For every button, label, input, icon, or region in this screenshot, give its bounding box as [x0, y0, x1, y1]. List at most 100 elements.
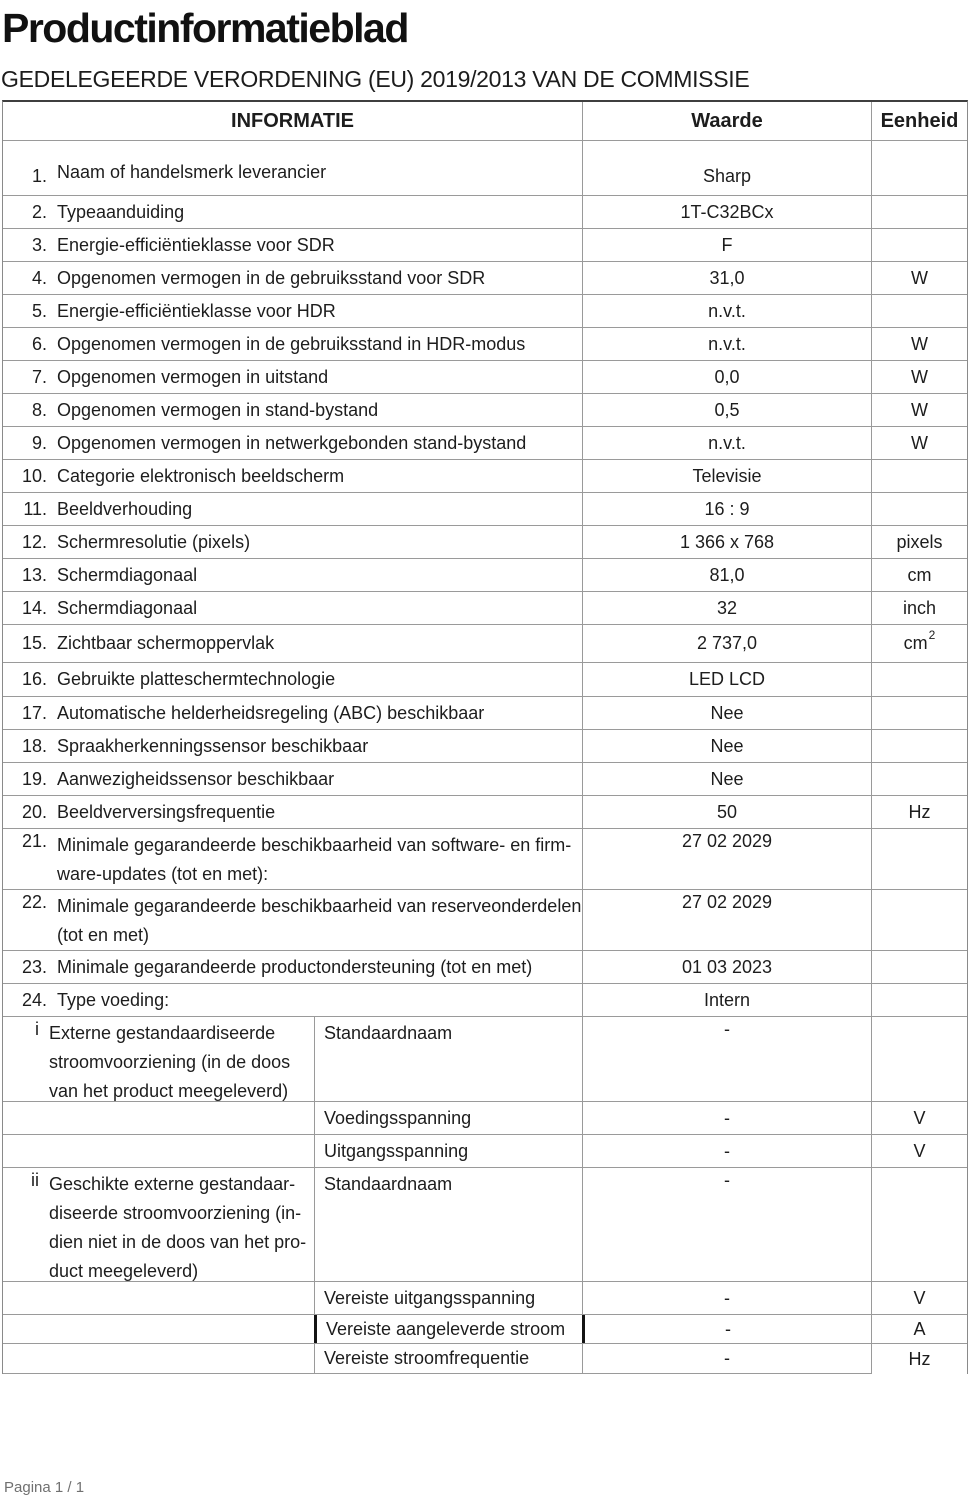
- row-label-cell: 7. Opgenomen vermogen in uitstand: [3, 361, 582, 393]
- table-row: 18. Spraakherkenningssensor beschikbaar Ne…: [3, 730, 967, 763]
- row-unit: V: [913, 1287, 926, 1308]
- row-value-cell: n.v.t.: [582, 328, 871, 360]
- row-label: Gebruikte platteschermtechnologie: [57, 669, 336, 689]
- row-label-cell: 20. Beeldverversingsfrequentie: [3, 796, 582, 828]
- row-value-cell: -: [582, 1282, 871, 1314]
- row-subname: Uitgangsspanning: [324, 1140, 469, 1161]
- row-value: Intern: [703, 989, 751, 1010]
- row-label: Opgenomen vermogen in de gebruiksstand i…: [57, 333, 526, 354]
- row-label-cell: 23. Minimale gegarandeerde productonderst…: [3, 951, 582, 983]
- table-row: Vereiste uitgangsspanning - V: [3, 1282, 967, 1315]
- table-row: 13. Schermdiagonaal 81,0 cm: [3, 559, 967, 592]
- row-label-cell: 16. Gebruikte platteschermtechnologie: [3, 663, 582, 696]
- row-value: Nee: [710, 735, 744, 756]
- row-unit-cell: Hz: [871, 796, 967, 828]
- row-subname-cell: Vereiste uitgangsspanning: [314, 1282, 582, 1314]
- row-value-cell: -: [582, 1168, 871, 1281]
- row-number: 2.: [31, 201, 47, 222]
- row-number: 8.: [31, 399, 47, 420]
- row-value-cell: n.v.t.: [582, 295, 871, 327]
- row-unit: W: [911, 366, 928, 387]
- row-number: 23.: [21, 956, 47, 977]
- table-row: 24. Type voeding: Intern: [3, 984, 967, 1017]
- row-unit-cell: W: [871, 361, 967, 393]
- table-row: Voedingsspanning - V: [3, 1102, 967, 1135]
- row-value-cell: 27 02 2029: [582, 890, 871, 950]
- row-value: Nee: [710, 702, 744, 723]
- row-label-cell: [3, 1344, 314, 1374]
- row-unit-cell: inch: [871, 592, 967, 624]
- page-title: Productinformatieblad: [2, 5, 409, 51]
- row-value: 27 02 2029: [681, 892, 773, 912]
- row-unit-cell: [871, 229, 967, 261]
- row-unit-cell: [871, 697, 967, 729]
- row-value: 0,5: [714, 399, 740, 420]
- row-unit: V: [913, 1140, 926, 1161]
- row-subname: Standaardnaam: [324, 1174, 453, 1194]
- table-row: 20. Beeldverversingsfrequentie 50 Hz: [3, 796, 967, 829]
- row-value-cell: -: [582, 1017, 871, 1101]
- row-number: 10.: [21, 465, 47, 486]
- row-unit: pixels: [896, 531, 943, 552]
- table-row: 5. Energie-efficiëntieklasse voor HDR n.v.…: [3, 295, 967, 328]
- row-label: Automatische helderheidsregeling (ABC) b…: [57, 702, 485, 723]
- row-subname-cell: Standaardnaam: [314, 1017, 582, 1101]
- row-number: 22.: [21, 892, 47, 912]
- table-row: 22. Minimale gegarandeerde beschikbaarhei…: [3, 890, 967, 951]
- row-number: 19.: [21, 768, 47, 789]
- row-unit: inch: [902, 597, 937, 618]
- row-label-cell: 4. Opgenomen vermogen in de gebruiksstand…: [3, 262, 582, 294]
- row-unit-cell: [871, 984, 967, 1016]
- table-row: 2. Typeaanduiding 1T-C32BCx: [3, 196, 967, 229]
- row-value-cell: -: [582, 1344, 871, 1374]
- row-label-cell: 11. Beeldverhouding: [3, 493, 582, 525]
- row-subname-cell: Uitgangsspanning: [314, 1135, 582, 1167]
- row-label: Energie-efficiëntieklasse voor SDR: [57, 234, 335, 255]
- row-value: -: [724, 1348, 730, 1368]
- row-number: 12.: [21, 531, 47, 552]
- table-row: 14. Schermdiagonaal 32 inch: [3, 592, 967, 625]
- row-number: 15.: [21, 633, 47, 653]
- row-number: 18.: [21, 735, 47, 756]
- row-label: Type voeding:: [57, 989, 170, 1010]
- row-value: 16 : 9: [704, 498, 750, 519]
- row-unit: V: [913, 1107, 926, 1128]
- row-value-cell: 16 : 9: [582, 493, 871, 525]
- row-value: 0,0: [714, 366, 740, 387]
- row-value: 2 737,0: [696, 633, 758, 653]
- row-number: 1.: [31, 166, 47, 186]
- row-label: Beeldverversingsfrequentie: [57, 801, 276, 822]
- row-label-cell: 8. Opgenomen vermogen in stand-bystand: [3, 394, 582, 426]
- row-unit-cell: [871, 730, 967, 762]
- row-label-cell: 24. Type voeding:: [3, 984, 582, 1016]
- row-label: Schermdiagonaal: [57, 564, 198, 585]
- row-value-cell: 31,0: [582, 262, 871, 294]
- row-unit-cell: [871, 295, 967, 327]
- row-value-cell: 27 02 2029: [582, 829, 871, 889]
- row-label: Schermdiagonaal: [57, 597, 198, 618]
- table-row: Vereiste aangeleverde stroom - A: [3, 1315, 967, 1344]
- row-number: i: [35, 1019, 39, 1039]
- table-row: 6. Opgenomen vermogen in de gebruiksstand…: [3, 328, 967, 361]
- row-unit-cell: [871, 1168, 967, 1281]
- row-number: 5.: [31, 300, 47, 321]
- row-unit-cell: cm: [871, 559, 967, 591]
- row-label-cell: 1. Naam of handelsmerk leverancier: [3, 141, 582, 195]
- row-value: LED LCD: [688, 669, 766, 689]
- row-label: Minimale gegarandeerde productondersteun…: [57, 956, 533, 977]
- row-label-cell: 12. Schermresolutie (pixels): [3, 526, 582, 558]
- row-unit-cell: W: [871, 427, 967, 459]
- row-label-cell: [3, 1315, 314, 1343]
- row-unit-cell: [871, 951, 967, 983]
- row-label: Opgenomen vermogen in netwerkgebonden st…: [57, 432, 527, 453]
- row-unit: Hz: [908, 1348, 931, 1369]
- table-body: 1. Naam of handelsmerk leverancier Sharp 2.…: [3, 141, 967, 1374]
- row-value-cell: Nee: [582, 697, 871, 729]
- row-value-cell: -: [582, 1102, 871, 1134]
- row-unit-cell: [871, 141, 967, 195]
- row-label-cell: 18. Spraakherkenningssensor beschikbaar: [3, 730, 582, 762]
- row-number: 3.: [31, 234, 47, 255]
- row-value: Sharp: [702, 166, 752, 186]
- row-label: Naam of handelsmerk leverancier: [57, 162, 327, 182]
- row-label-cell: 9. Opgenomen vermogen in netwerkgebonden …: [3, 427, 582, 459]
